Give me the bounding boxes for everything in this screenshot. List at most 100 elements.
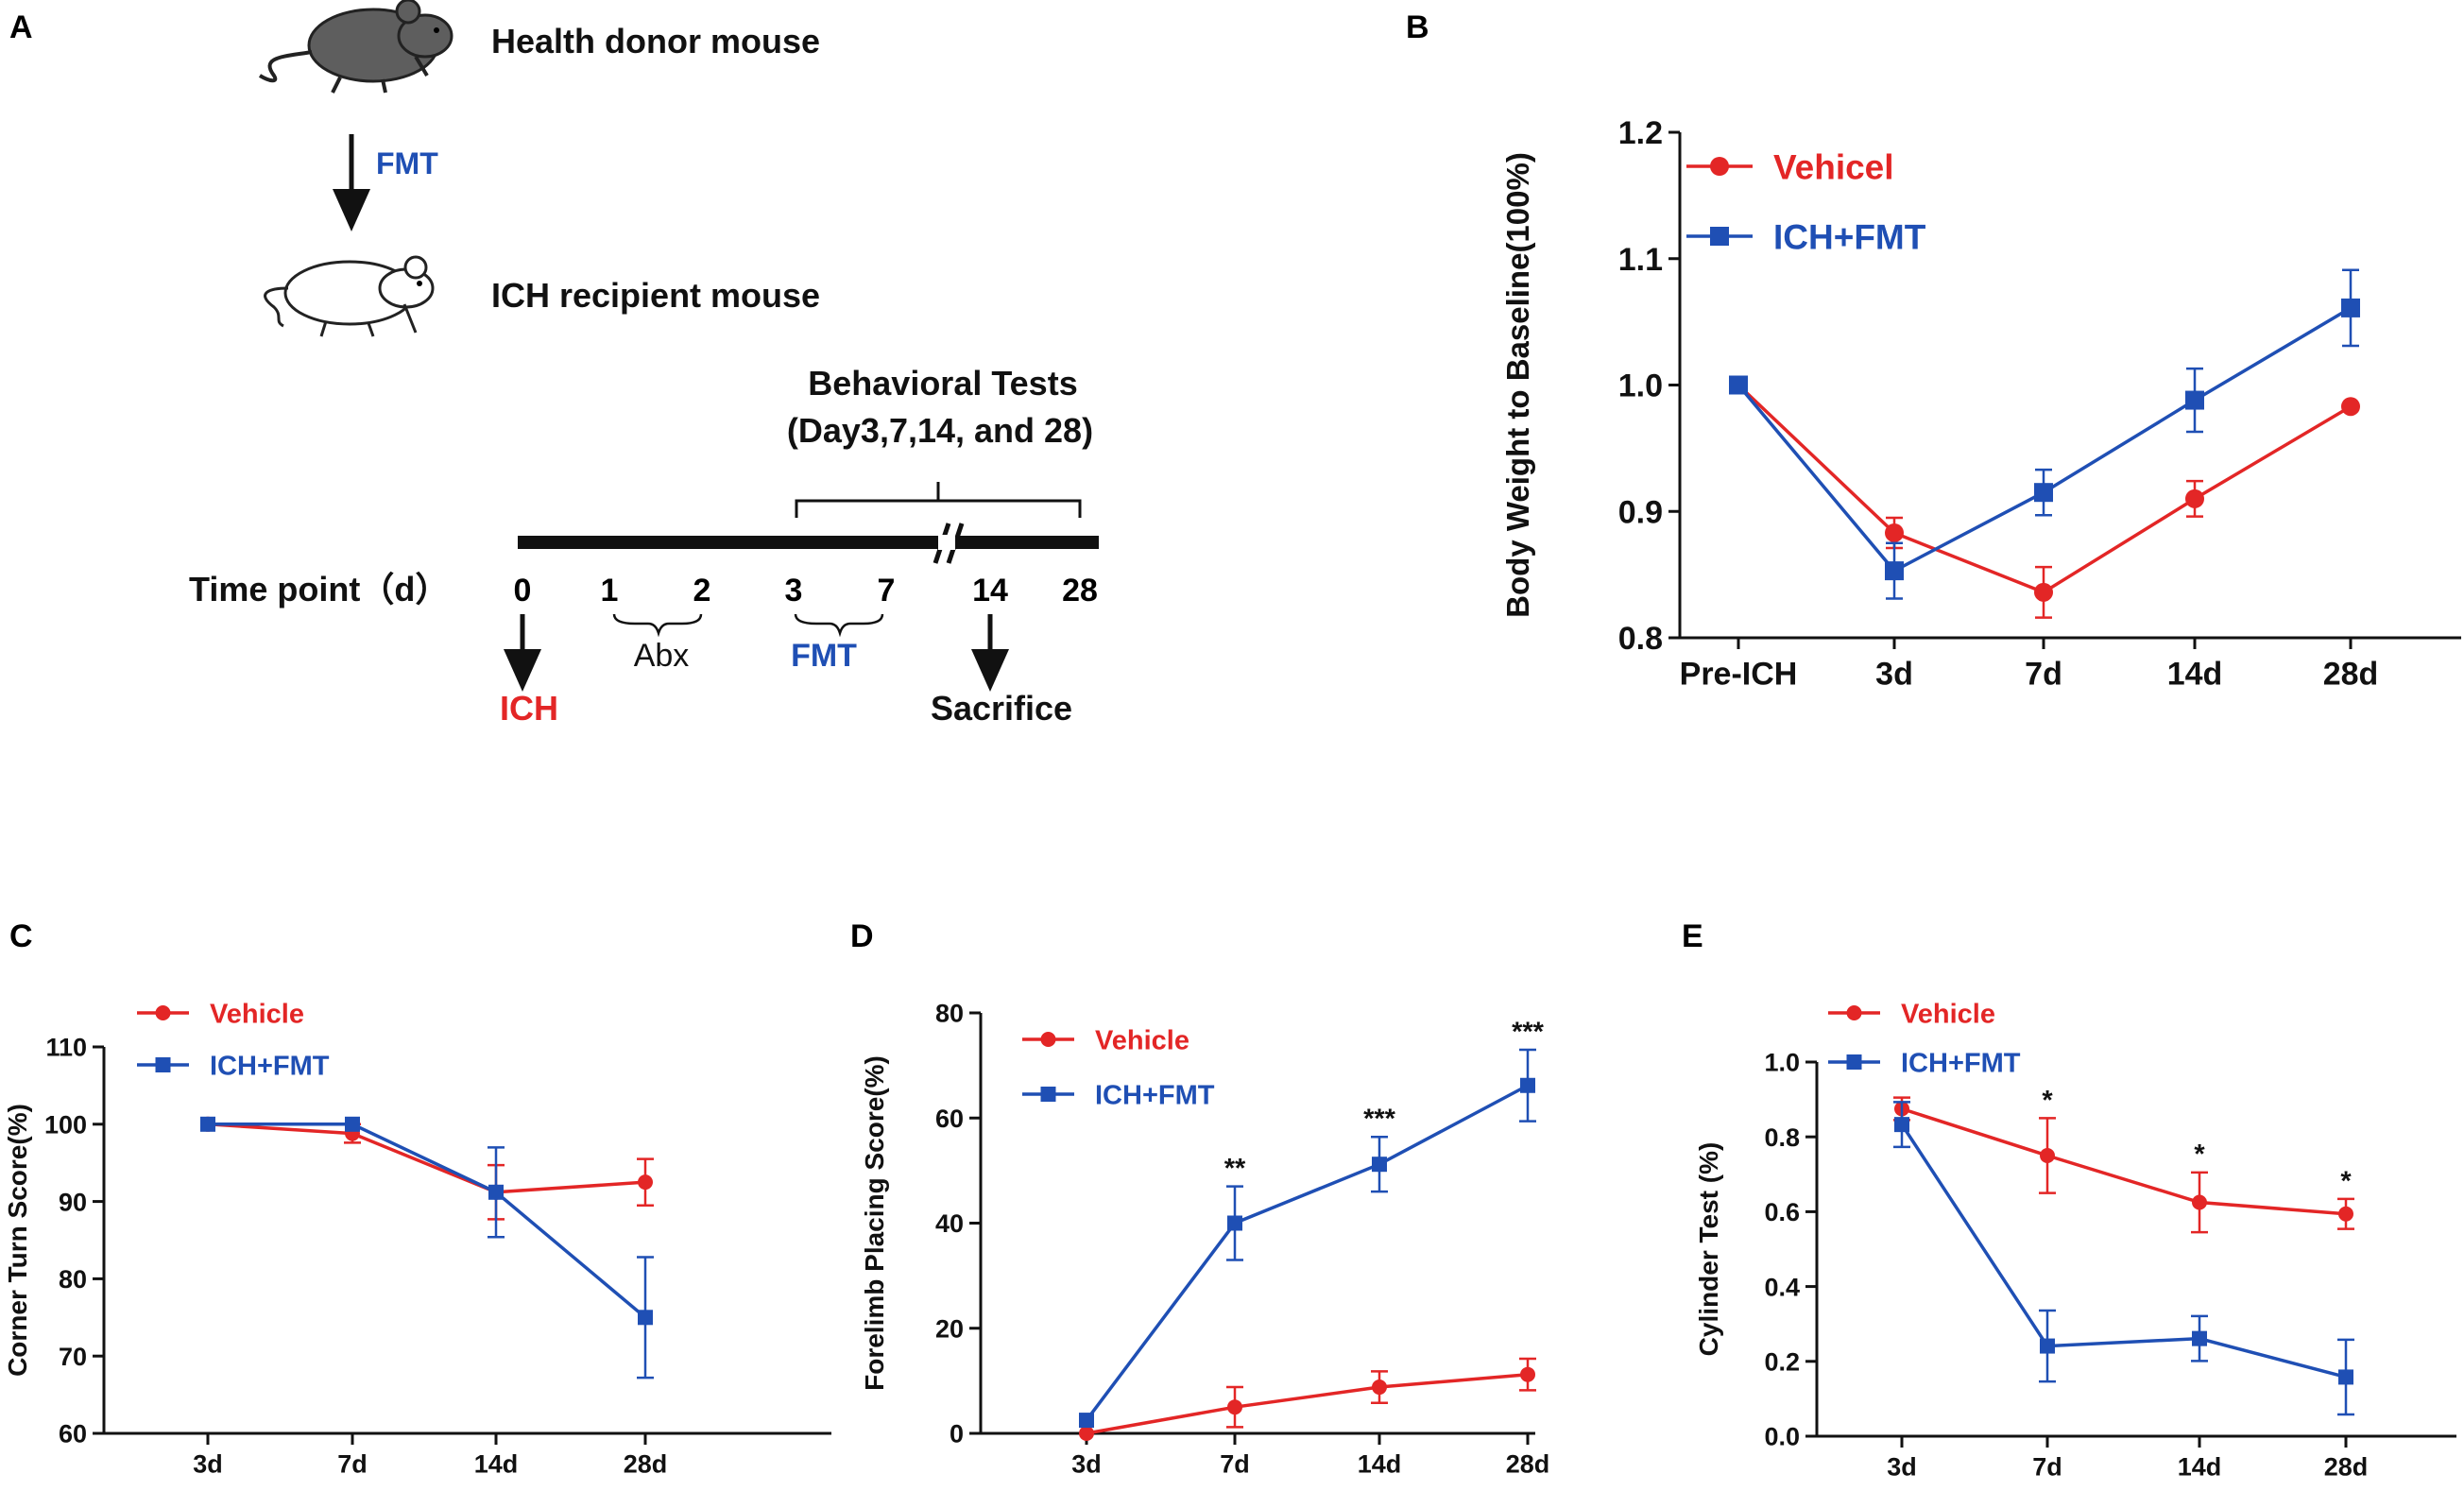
series-line-0 <box>1901 1106 2347 1216</box>
y-tick-label: 1.1 <box>1618 242 1663 278</box>
donor-label: Health donor mouse <box>491 22 820 60</box>
significance-marker: *** <box>1363 1105 1396 1135</box>
fmt-window-label: FMT <box>791 638 857 674</box>
x-tick-label: Pre-ICH <box>1680 656 1798 692</box>
y-tick-label: 20 <box>935 1314 964 1343</box>
significance-marker: *** <box>1512 1017 1545 1047</box>
legend-marker-1 <box>1846 1054 1862 1070</box>
chart-e: 0.0 0.2 0.4 0.6 0.8 1.0 3d 7d 14d 28d Cylinder Tes… <box>1694 999 2456 1482</box>
y-tick-label: 0.9 <box>1618 494 1663 530</box>
y-tick-label: 100 <box>44 1111 87 1140</box>
panel-label-e: E <box>1682 918 1703 954</box>
data-point-1 <box>2034 483 2053 503</box>
x-tick-label: 3d <box>193 1450 223 1479</box>
legend-marker-0 <box>1846 1005 1862 1020</box>
timepoint-label: Time point（d） <box>189 570 449 608</box>
legend-label-0: Vehicle <box>1095 1025 1189 1055</box>
panel-label-a: A <box>9 9 33 45</box>
legend-label-1: ICH+FMT <box>210 1051 330 1081</box>
series-line-1 <box>1737 306 2352 574</box>
data-point-1 <box>1885 561 1904 581</box>
legend-label-0: Vehicle <box>1901 999 1995 1029</box>
legend-label-1: ICH+FMT <box>1095 1080 1215 1110</box>
legend-marker-0 <box>1710 157 1729 176</box>
timeline-bar <box>518 536 1099 549</box>
y-tick-label: 0.6 <box>1764 1198 1800 1226</box>
y-tick-label: 1.2 <box>1618 115 1663 151</box>
x-tick-label: 28d <box>2324 1453 2369 1482</box>
legend-label-1: ICH+FMT <box>1773 217 1926 256</box>
behavioral-tests-title: Behavioral Tests <box>808 364 1077 403</box>
x-tick-label: 7d <box>2032 1453 2062 1482</box>
panel-label-b: B <box>1406 9 1429 45</box>
y-tick-label: 40 <box>935 1209 964 1238</box>
data-point-1 <box>2185 390 2204 410</box>
data-point-1 <box>200 1116 215 1132</box>
behavioral-bracket <box>795 482 1082 518</box>
behavioral-tests-days: (Day3,7,14, and 28) <box>787 411 1093 450</box>
y-tick-label: 0.2 <box>1764 1348 1800 1377</box>
series-line-1 <box>1085 1084 1529 1422</box>
data-point-1 <box>1729 375 1748 395</box>
recipient-mouse-icon <box>264 255 435 337</box>
x-tick-label: 28d <box>1506 1450 1550 1479</box>
ich-label: ICH <box>500 689 558 728</box>
x-tick-label: 14d <box>2167 656 2223 692</box>
x-tick-label: 14d <box>1358 1450 1402 1479</box>
x-tick-label: 14d <box>2178 1453 2222 1482</box>
fmt-schematic: Health donor mouse FMT ICH recipient mou… <box>189 0 1099 728</box>
series-line-0 <box>1086 1372 1529 1435</box>
data-point-1 <box>2040 1338 2055 1354</box>
tick-day-14: 14 <box>972 573 1008 608</box>
legend-marker-1 <box>1710 227 1729 246</box>
tick-day-28: 28 <box>1062 573 1098 608</box>
y-tick-label: 1.0 <box>1764 1049 1800 1077</box>
data-point-0 <box>2192 1194 2207 1210</box>
panel-label-c: C <box>9 918 33 954</box>
abx-label: Abx <box>634 638 690 674</box>
y-tick-label: 80 <box>59 1265 87 1294</box>
data-point-0 <box>2034 582 2053 602</box>
y-tick-label: 0.4 <box>1764 1273 1800 1301</box>
legend-marker-1 <box>1040 1087 1056 1102</box>
y-tick-label: 60 <box>935 1105 964 1133</box>
data-point-1 <box>1372 1157 1387 1173</box>
legend-label-0: Vehicel <box>1773 147 1894 186</box>
x-tick-label: 3d <box>1887 1453 1917 1482</box>
legend-marker-0 <box>1040 1032 1056 1047</box>
data-point-1 <box>1894 1117 1909 1133</box>
data-point-1 <box>345 1116 360 1132</box>
fmt-transfer-label: FMT <box>376 146 438 180</box>
data-point-1 <box>2338 1369 2353 1385</box>
data-point-0 <box>2040 1148 2055 1163</box>
data-point-0 <box>1372 1380 1387 1396</box>
y-axis-title: Forelimb Placing Score(%) <box>860 1055 889 1391</box>
y-tick-label: 0.8 <box>1618 621 1663 657</box>
y-axis-title: Corner Turn Score(%) <box>3 1104 32 1377</box>
tick-day-0: 0 <box>514 573 532 608</box>
chart-d: 0 20 40 60 80 3d 7d 14d 28d Forelimb Placing Scor… <box>860 1000 1549 1479</box>
y-tick-label: 80 <box>935 1000 964 1028</box>
y-axis-title: Cylinder Test (%) <box>1694 1142 1723 1357</box>
data-point-1 <box>488 1184 504 1200</box>
series-line-1 <box>1900 1123 2347 1380</box>
sacrifice-label: Sacrifice <box>931 689 1072 728</box>
data-point-0 <box>2341 397 2360 417</box>
x-tick-label: 7d <box>337 1450 368 1479</box>
abx-brace <box>612 613 703 638</box>
x-tick-label: 28d <box>2323 656 2379 692</box>
significance-marker: * <box>2042 1086 2053 1116</box>
data-point-0 <box>1885 523 1904 542</box>
data-point-1 <box>1079 1413 1094 1429</box>
y-axis-title: Body Weight to Baseline(100%) <box>1500 152 1535 618</box>
legend-label-0: Vehicle <box>210 999 304 1029</box>
x-tick-label: 28d <box>624 1450 668 1479</box>
legend-marker-1 <box>155 1057 171 1072</box>
data-point-1 <box>1520 1077 1535 1093</box>
x-tick-label: 7d <box>2025 656 2062 692</box>
tick-day-2: 2 <box>693 573 711 608</box>
donor-mouse-icon <box>258 0 453 94</box>
x-tick-label: 7d <box>1220 1450 1250 1479</box>
series-line-0 <box>207 1123 646 1194</box>
legend-marker-0 <box>155 1005 171 1020</box>
